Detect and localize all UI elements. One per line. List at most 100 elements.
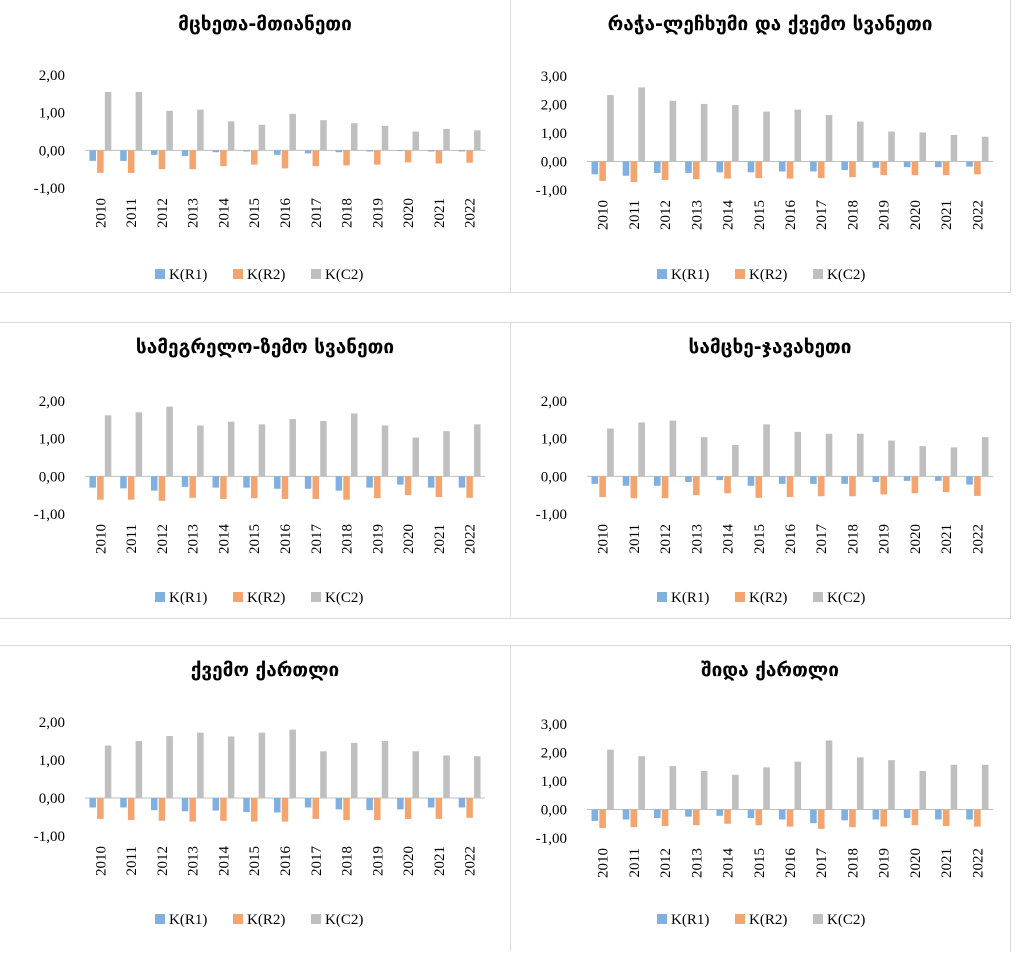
legend-label: K(R2) — [247, 590, 285, 606]
bar-r1 — [89, 150, 96, 161]
bar-c2 — [381, 125, 389, 151]
bar-r1 — [181, 150, 189, 156]
bar-r1 — [335, 798, 343, 810]
bar-r2 — [911, 809, 919, 826]
bar-r2 — [97, 476, 104, 500]
legend-swatch-r2 — [233, 592, 243, 602]
x-tick-label: 2019 — [370, 846, 386, 876]
bar-r1 — [935, 809, 942, 820]
y-tick-label: 0,00 — [39, 469, 65, 485]
bar-r2 — [817, 476, 825, 497]
bar-c2 — [638, 756, 645, 810]
bar-r2 — [661, 476, 669, 499]
bar-r2 — [880, 161, 887, 176]
bar-c2 — [289, 419, 296, 477]
legend-label: K(R1) — [169, 590, 207, 606]
bar-r2 — [974, 809, 981, 827]
panel-divider-bottom — [510, 645, 511, 951]
bar-r2 — [724, 161, 731, 179]
chart-kvemo-kartli-svg: ქვემო ქართლი 2,00 1,00 0,00 -1,00 2010 2011 201… — [34, 659, 485, 928]
bar-r1 — [304, 476, 312, 489]
legend-label: K(R2) — [749, 267, 787, 283]
x-tick-label: 2014 — [721, 524, 737, 555]
bar-r2 — [817, 161, 825, 179]
bar-r1 — [872, 476, 880, 482]
panel-frame-bottom — [0, 645, 1011, 952]
bar-c2 — [888, 760, 895, 810]
x-tick-label: 2011 — [124, 524, 140, 553]
bar-r1 — [304, 798, 312, 808]
bar-r2 — [755, 161, 763, 179]
bar-c2 — [700, 437, 708, 477]
bar-r1 — [747, 476, 755, 486]
x-tick-label: 2015 — [752, 524, 768, 554]
bar-r1 — [212, 150, 220, 153]
bar-r1 — [716, 476, 724, 481]
bar-r1 — [841, 476, 848, 484]
bar-c2 — [320, 120, 327, 151]
x-tick-label: 2018 — [845, 200, 861, 230]
bar-r2 — [220, 150, 227, 167]
x-tick-label: 2017 — [814, 848, 830, 879]
bar-c2 — [700, 103, 708, 162]
bar-r2 — [724, 476, 731, 494]
bar-r2 — [880, 476, 887, 495]
bar-r2 — [911, 476, 919, 494]
bar-r1 — [366, 798, 373, 811]
y-tick-label: 2,00 — [39, 394, 65, 410]
y-tick-label: 0,00 — [541, 155, 567, 171]
bar-r2 — [250, 150, 258, 165]
bar-c2 — [825, 115, 833, 162]
bar-r1 — [716, 161, 724, 173]
bar-r2 — [466, 798, 473, 818]
bar-r1 — [685, 809, 692, 817]
chart-racha-lechkhumi: რაჭა-ლეჩხუმი და ქვემო სვანეთი 3,00 2,00 1,0… — [511, 0, 1011, 292]
x-tick-label: 2021 — [939, 200, 955, 230]
bar-r1 — [778, 476, 786, 484]
bar-r2 — [404, 476, 412, 496]
bar-r1 — [841, 809, 848, 821]
bar-r1 — [778, 809, 786, 820]
x-tick-label: 2018 — [340, 846, 356, 876]
bar-r2 — [281, 150, 289, 169]
bar-c2 — [732, 774, 739, 810]
bar-r2 — [374, 476, 381, 499]
bar-r2 — [97, 150, 104, 173]
bar-r1 — [120, 798, 127, 808]
bar-r1 — [458, 476, 466, 488]
bar-r2 — [786, 476, 794, 498]
bar-c2 — [474, 756, 481, 798]
bar-r2 — [281, 476, 289, 499]
chart-samegrelo-svg: სამეგრელო-ზემო სვანეთი 2,00 1,00 0,00 -1,00 2… — [34, 336, 485, 606]
bar-c2 — [856, 433, 864, 477]
bar-r1 — [935, 161, 942, 168]
legend-label: K(C2) — [325, 267, 363, 283]
bar-c2 — [700, 771, 708, 810]
bar-c2 — [197, 732, 204, 798]
bar-r1 — [427, 476, 435, 488]
legend-swatch-r1 — [155, 914, 165, 924]
y-tick-label: -1,00 — [34, 181, 65, 197]
x-tick-label: 2013 — [689, 524, 705, 554]
bar-r1 — [810, 161, 817, 172]
bar-c2 — [258, 424, 266, 477]
bar-r1 — [747, 161, 755, 173]
x-tick-label: 2012 — [658, 848, 674, 878]
bar-r2 — [786, 809, 794, 827]
x-tick-label: 2021 — [432, 524, 448, 554]
chart-title: მცხეთა-მთიანეთი — [178, 13, 352, 35]
bar-c2 — [166, 406, 173, 477]
bar-r2 — [849, 161, 856, 178]
legend-swatch-r1 — [657, 914, 667, 924]
x-tick-label: 2020 — [908, 200, 924, 230]
chart-title: სამცხე-ჯავახეთი — [689, 336, 852, 358]
x-tick-label: 2019 — [370, 524, 386, 554]
x-tick-label: 2011 — [627, 524, 643, 553]
bar-c2 — [197, 109, 204, 151]
y-tick-label: 3,00 — [541, 69, 567, 85]
y-tick-label: 3,00 — [541, 717, 567, 733]
legend-swatch-r1 — [155, 592, 165, 602]
x-tick-label: 2015 — [247, 846, 263, 876]
x-tick-label: 2018 — [845, 524, 861, 554]
x-tick-label: 2014 — [721, 848, 737, 879]
